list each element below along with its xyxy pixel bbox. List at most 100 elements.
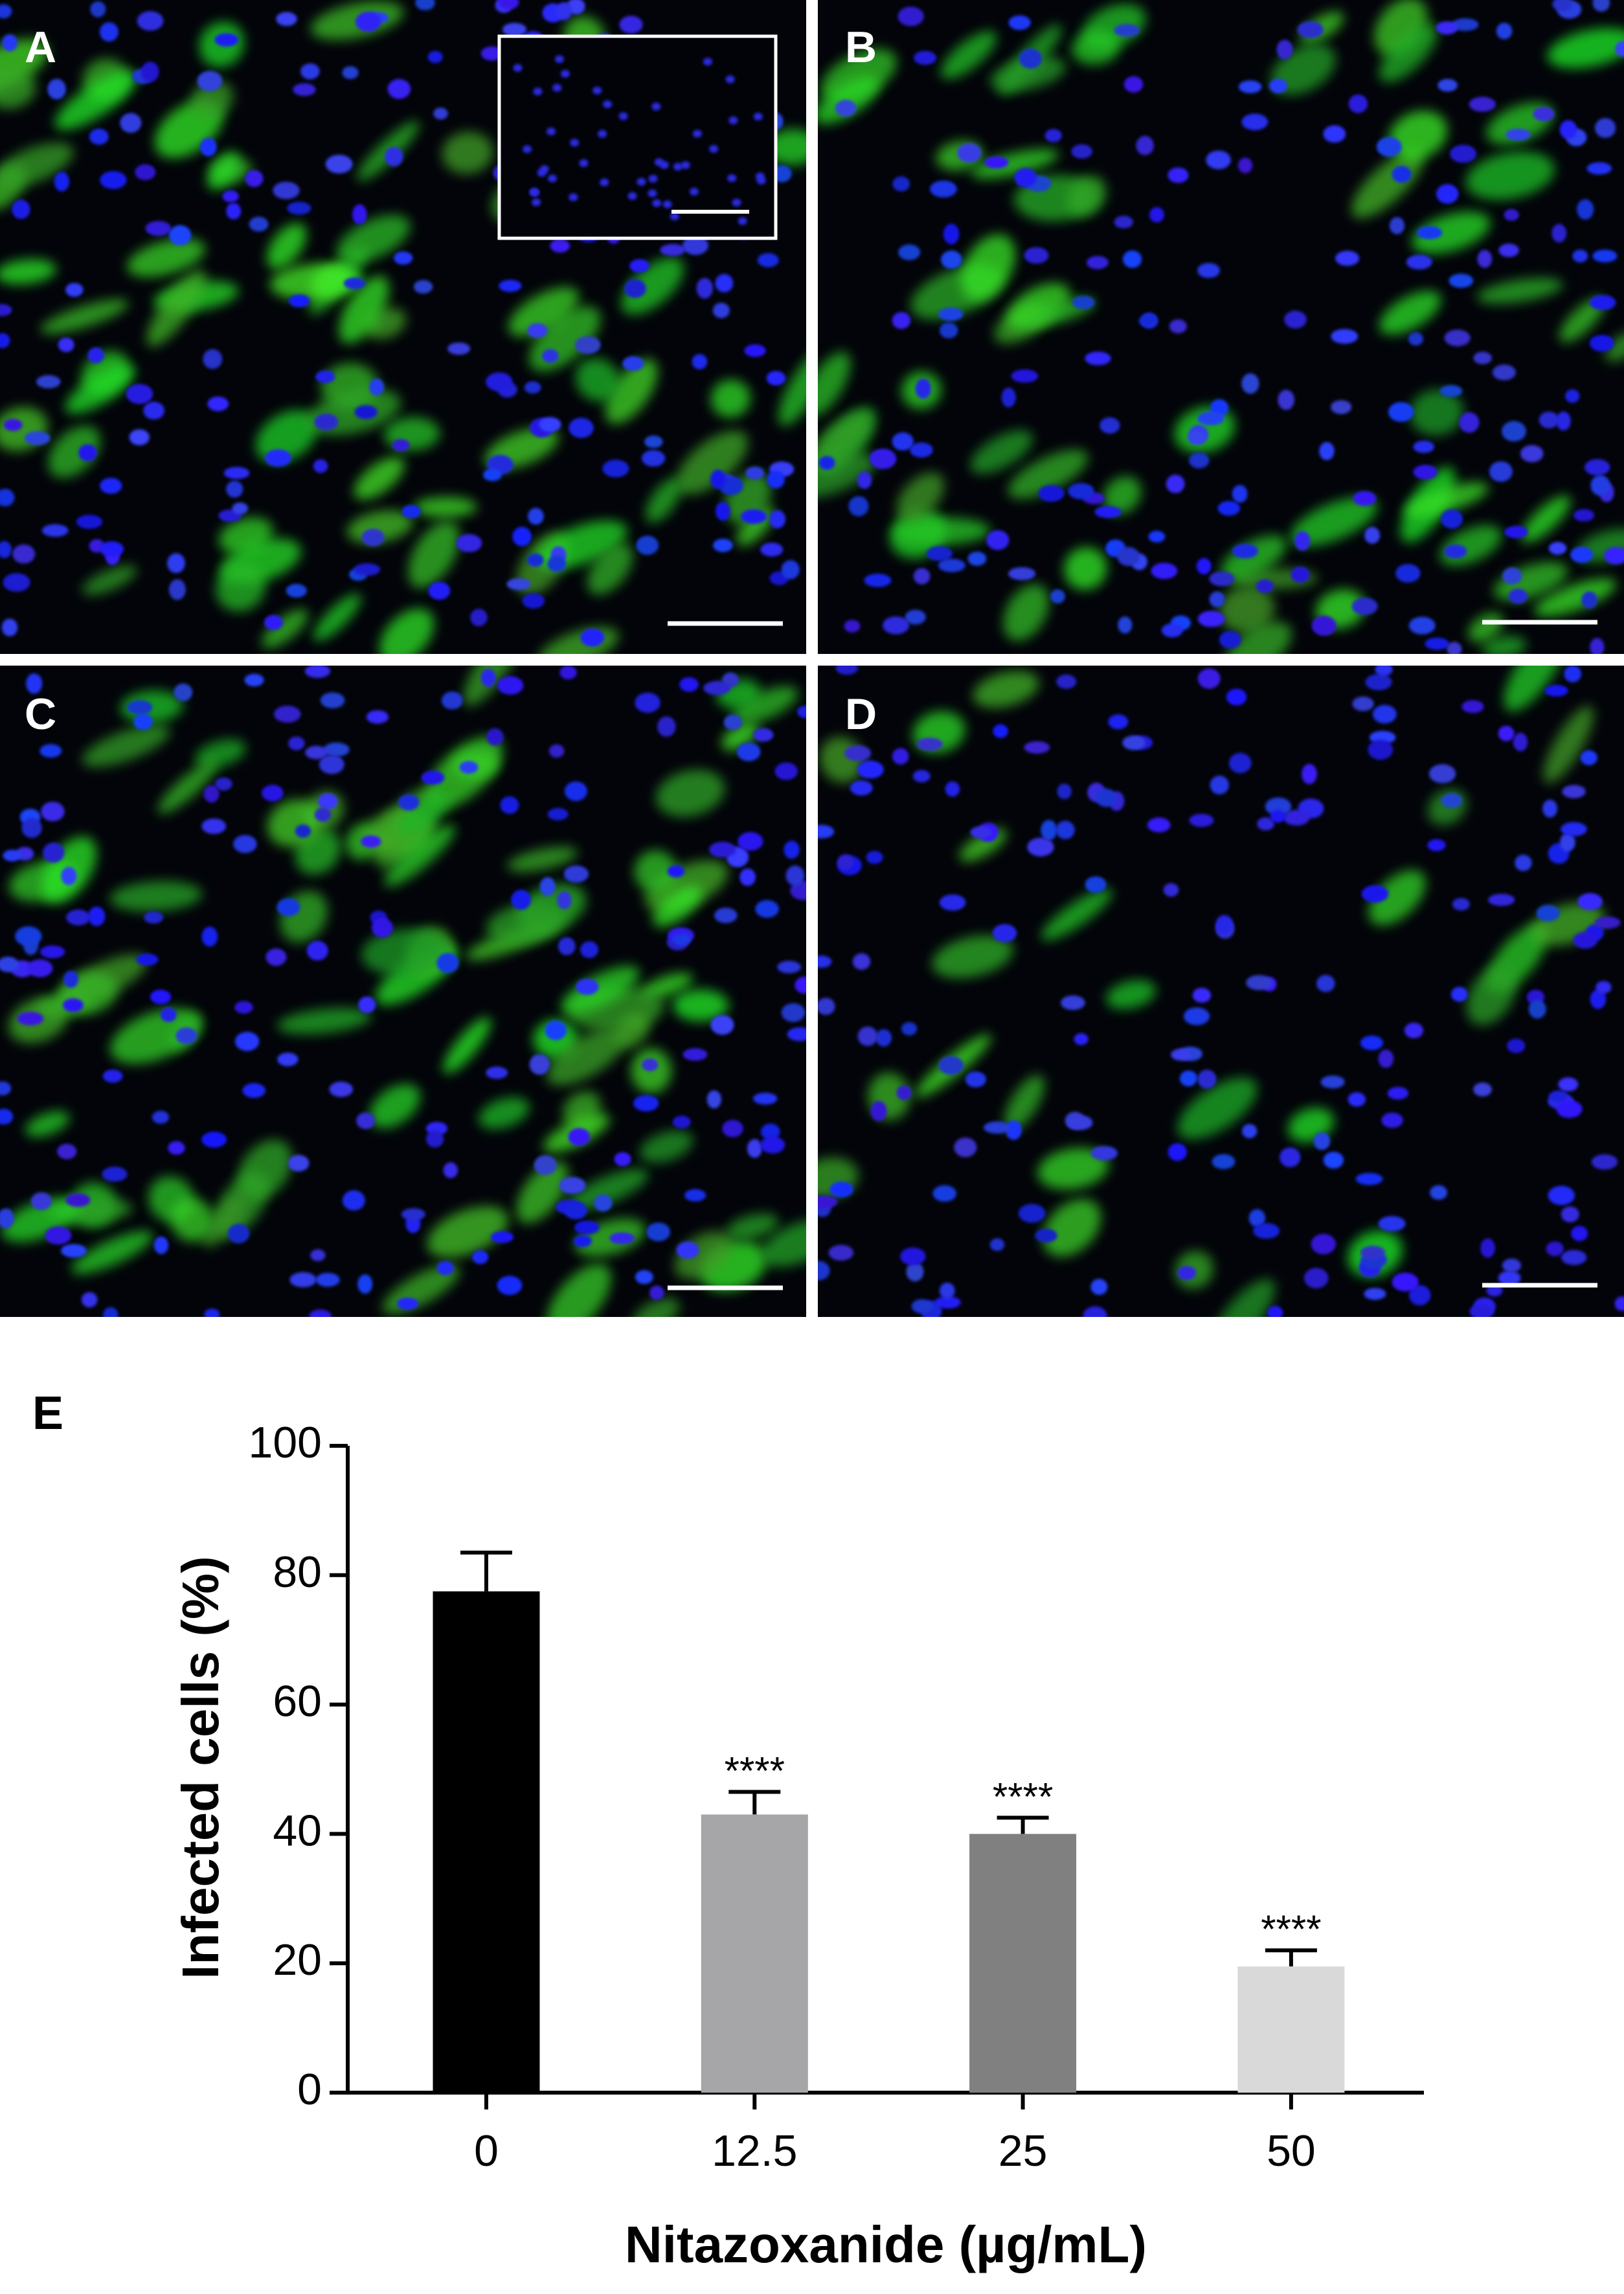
cell-nucleus bbox=[65, 282, 84, 297]
cell-nucleus bbox=[1498, 1270, 1521, 1286]
cell-nucleus bbox=[358, 996, 376, 1013]
cell-nucleus bbox=[818, 997, 835, 1015]
cell-nucleus bbox=[552, 84, 562, 92]
cell-nucleus bbox=[1361, 885, 1389, 903]
cell-nucleus bbox=[1496, 23, 1513, 39]
cell-nucleus bbox=[1284, 310, 1307, 329]
cell-body bbox=[653, 885, 702, 927]
cell-nucleus bbox=[857, 760, 884, 779]
cell-nucleus bbox=[757, 253, 779, 267]
cell-nucleus bbox=[1068, 1115, 1093, 1130]
cell-nucleus bbox=[245, 170, 264, 187]
cell-nucleus bbox=[497, 1276, 523, 1296]
cell-nucleus bbox=[767, 470, 785, 489]
cell-nucleus bbox=[1439, 385, 1463, 397]
cell-nucleus bbox=[274, 705, 301, 723]
cell-nucleus bbox=[864, 573, 892, 587]
cell-nucleus bbox=[527, 322, 548, 338]
cell-nucleus bbox=[727, 174, 737, 183]
cell-nucleus bbox=[901, 1022, 918, 1036]
cell-nucleus bbox=[1241, 113, 1269, 131]
cell-nucleus bbox=[309, 1309, 332, 1317]
cell-nucleus bbox=[984, 1121, 1010, 1134]
cell-nucleus bbox=[1122, 736, 1145, 750]
cell-nucleus bbox=[480, 46, 503, 61]
cell-nucleus bbox=[1392, 1272, 1419, 1292]
cell-nucleus bbox=[100, 541, 124, 557]
cell-nucleus bbox=[100, 477, 122, 494]
cell-nucleus bbox=[713, 539, 733, 552]
cell-nucleus bbox=[1123, 76, 1144, 93]
cell-body bbox=[818, 412, 872, 468]
cell-nucleus bbox=[0, 1081, 12, 1096]
cell-nucleus bbox=[870, 448, 897, 469]
cell-nucleus bbox=[1544, 684, 1568, 697]
cell-nucleus bbox=[752, 1092, 778, 1105]
cell-nucleus bbox=[214, 33, 239, 47]
cell-nucleus bbox=[1303, 1268, 1329, 1288]
cell-nucleus bbox=[629, 259, 649, 273]
cell-nucleus bbox=[1561, 1250, 1587, 1265]
cell-nucleus bbox=[766, 370, 786, 386]
cell-nucleus bbox=[226, 203, 242, 219]
cell-body bbox=[82, 725, 170, 767]
cell-nucleus bbox=[201, 818, 227, 834]
cell-nucleus bbox=[1449, 273, 1474, 288]
cell-nucleus bbox=[837, 854, 854, 870]
cell-body bbox=[1351, 149, 1425, 218]
cell-nucleus bbox=[1232, 543, 1259, 559]
cell-body bbox=[65, 365, 135, 414]
cell-nucleus bbox=[784, 840, 800, 859]
cell-nucleus bbox=[848, 496, 869, 517]
cell-body bbox=[463, 666, 523, 706]
cell-nucleus bbox=[1459, 412, 1480, 433]
cell-nucleus bbox=[913, 568, 930, 585]
cell-nucleus bbox=[1302, 763, 1317, 785]
cell-nucleus bbox=[47, 78, 66, 100]
cell-nucleus bbox=[1406, 254, 1432, 270]
cell-nucleus bbox=[636, 535, 659, 556]
cell-body bbox=[1290, 497, 1378, 546]
cell-body bbox=[443, 1017, 491, 1074]
cell-nucleus bbox=[943, 223, 960, 245]
cell-nucleus bbox=[1166, 475, 1185, 493]
cell-body bbox=[1504, 666, 1565, 712]
cell-nucleus bbox=[738, 217, 747, 225]
cell-nucleus bbox=[1117, 546, 1140, 567]
cell-nucleus bbox=[39, 945, 65, 958]
cell-nucleus bbox=[644, 435, 663, 449]
cell-nucleus bbox=[892, 311, 911, 330]
cell-nucleus bbox=[1365, 673, 1392, 691]
cell-nucleus bbox=[315, 370, 335, 383]
cell-nucleus bbox=[320, 692, 345, 708]
cell-nucleus bbox=[703, 680, 731, 695]
cell-body bbox=[238, 1140, 293, 1200]
cell-nucleus bbox=[513, 63, 523, 72]
cell-nucleus bbox=[1197, 611, 1225, 627]
cell-nucleus bbox=[168, 579, 186, 600]
cell-nucleus bbox=[714, 907, 738, 923]
cell-nucleus bbox=[1438, 78, 1458, 92]
cell-body bbox=[818, 352, 851, 417]
cell-nucleus bbox=[265, 948, 287, 966]
cell-nucleus bbox=[900, 1247, 926, 1266]
cell-nucleus bbox=[456, 534, 482, 552]
cell-nucleus bbox=[1589, 335, 1614, 352]
cell-nucleus bbox=[1436, 21, 1458, 35]
cell-nucleus bbox=[1241, 373, 1259, 394]
cell-body bbox=[1221, 535, 1287, 581]
cell-body bbox=[508, 287, 579, 337]
cell-body bbox=[1605, 332, 1624, 362]
cell-body bbox=[369, 1084, 420, 1129]
cell-nucleus bbox=[603, 100, 613, 109]
cell-nucleus bbox=[1561, 822, 1587, 837]
cell-body bbox=[1379, 23, 1438, 83]
cell-nucleus bbox=[1226, 688, 1247, 706]
cell-nucleus bbox=[1375, 666, 1393, 677]
cell-body bbox=[1224, 622, 1292, 654]
cell-nucleus bbox=[1, 618, 18, 636]
cell-nucleus bbox=[2, 34, 17, 52]
cell-nucleus bbox=[1209, 591, 1225, 607]
bar bbox=[969, 1834, 1077, 2093]
cell-nucleus bbox=[1408, 1285, 1431, 1306]
